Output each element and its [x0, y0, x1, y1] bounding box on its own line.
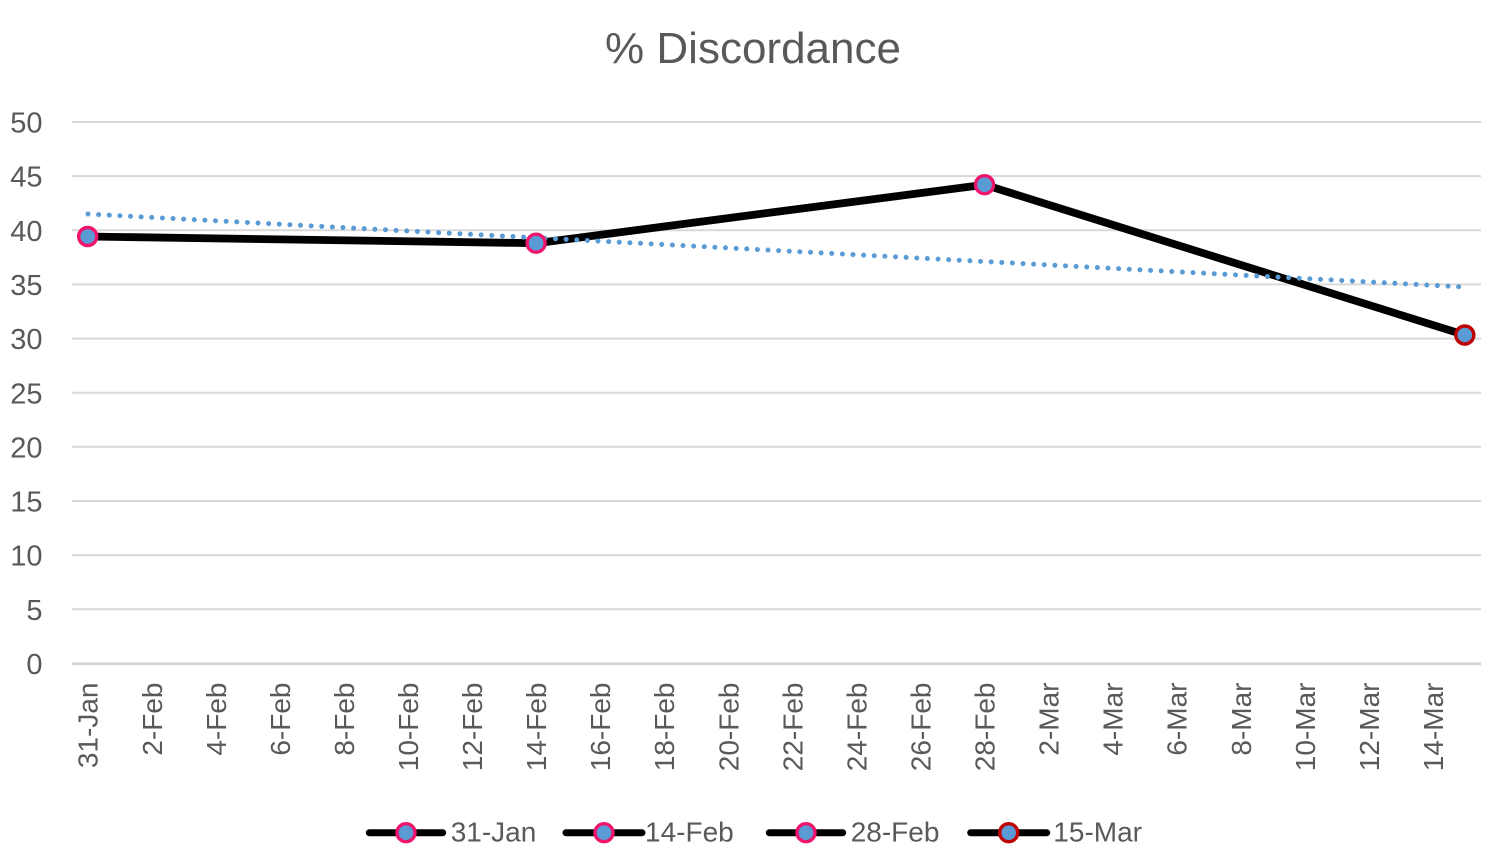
svg-text:50: 50 — [10, 108, 42, 140]
svg-text:31-Jan: 31-Jan — [73, 683, 104, 769]
svg-text:30: 30 — [10, 324, 42, 356]
svg-text:5: 5 — [26, 595, 42, 627]
svg-text:15: 15 — [10, 487, 42, 519]
svg-text:4-Feb: 4-Feb — [201, 683, 232, 756]
svg-text:26-Feb: 26-Feb — [906, 683, 937, 772]
svg-text:31-Jan: 31-Jan — [451, 817, 537, 848]
svg-text:12-Feb: 12-Feb — [457, 683, 488, 772]
svg-text:12-Mar: 12-Mar — [1354, 683, 1385, 772]
svg-text:14-Mar: 14-Mar — [1418, 683, 1449, 772]
svg-text:10: 10 — [10, 541, 42, 573]
svg-text:14-Feb: 14-Feb — [645, 817, 734, 848]
svg-text:40: 40 — [10, 216, 42, 248]
svg-text:22-Feb: 22-Feb — [777, 683, 808, 772]
svg-text:10-Mar: 10-Mar — [1290, 683, 1321, 772]
svg-text:0: 0 — [26, 649, 42, 681]
svg-text:14-Feb: 14-Feb — [521, 683, 552, 772]
svg-text:35: 35 — [10, 270, 42, 302]
svg-text:% Discordance: % Discordance — [605, 24, 901, 73]
svg-text:8-Feb: 8-Feb — [329, 683, 360, 756]
svg-text:4-Mar: 4-Mar — [1098, 683, 1129, 756]
svg-text:45: 45 — [10, 162, 42, 194]
svg-text:6-Feb: 6-Feb — [265, 683, 296, 756]
svg-text:2-Feb: 2-Feb — [137, 683, 168, 756]
svg-text:28-Feb: 28-Feb — [851, 817, 940, 848]
svg-text:2-Mar: 2-Mar — [1034, 683, 1065, 756]
svg-text:16-Feb: 16-Feb — [585, 683, 616, 772]
svg-text:20: 20 — [10, 432, 42, 464]
svg-text:28-Feb: 28-Feb — [970, 683, 1001, 772]
svg-text:20-Feb: 20-Feb — [713, 683, 744, 772]
svg-text:6-Mar: 6-Mar — [1162, 683, 1193, 756]
svg-text:18-Feb: 18-Feb — [649, 683, 680, 772]
svg-text:24-Feb: 24-Feb — [841, 683, 872, 772]
svg-text:15-Mar: 15-Mar — [1053, 817, 1142, 848]
svg-text:8-Mar: 8-Mar — [1226, 683, 1257, 756]
svg-text:10-Feb: 10-Feb — [393, 683, 424, 772]
svg-text:25: 25 — [10, 378, 42, 410]
